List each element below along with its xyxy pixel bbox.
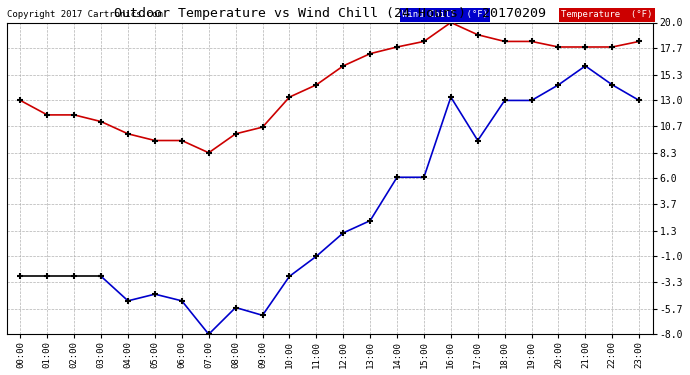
Text: Temperature  (°F): Temperature (°F) [561,10,653,20]
Title: Outdoor Temperature vs Wind Chill (24 Hours)  20170209: Outdoor Temperature vs Wind Chill (24 Ho… [114,7,546,20]
Text: Wind Chill  (°F): Wind Chill (°F) [402,10,488,20]
Text: Copyright 2017 Cartronics.com: Copyright 2017 Cartronics.com [7,10,163,20]
